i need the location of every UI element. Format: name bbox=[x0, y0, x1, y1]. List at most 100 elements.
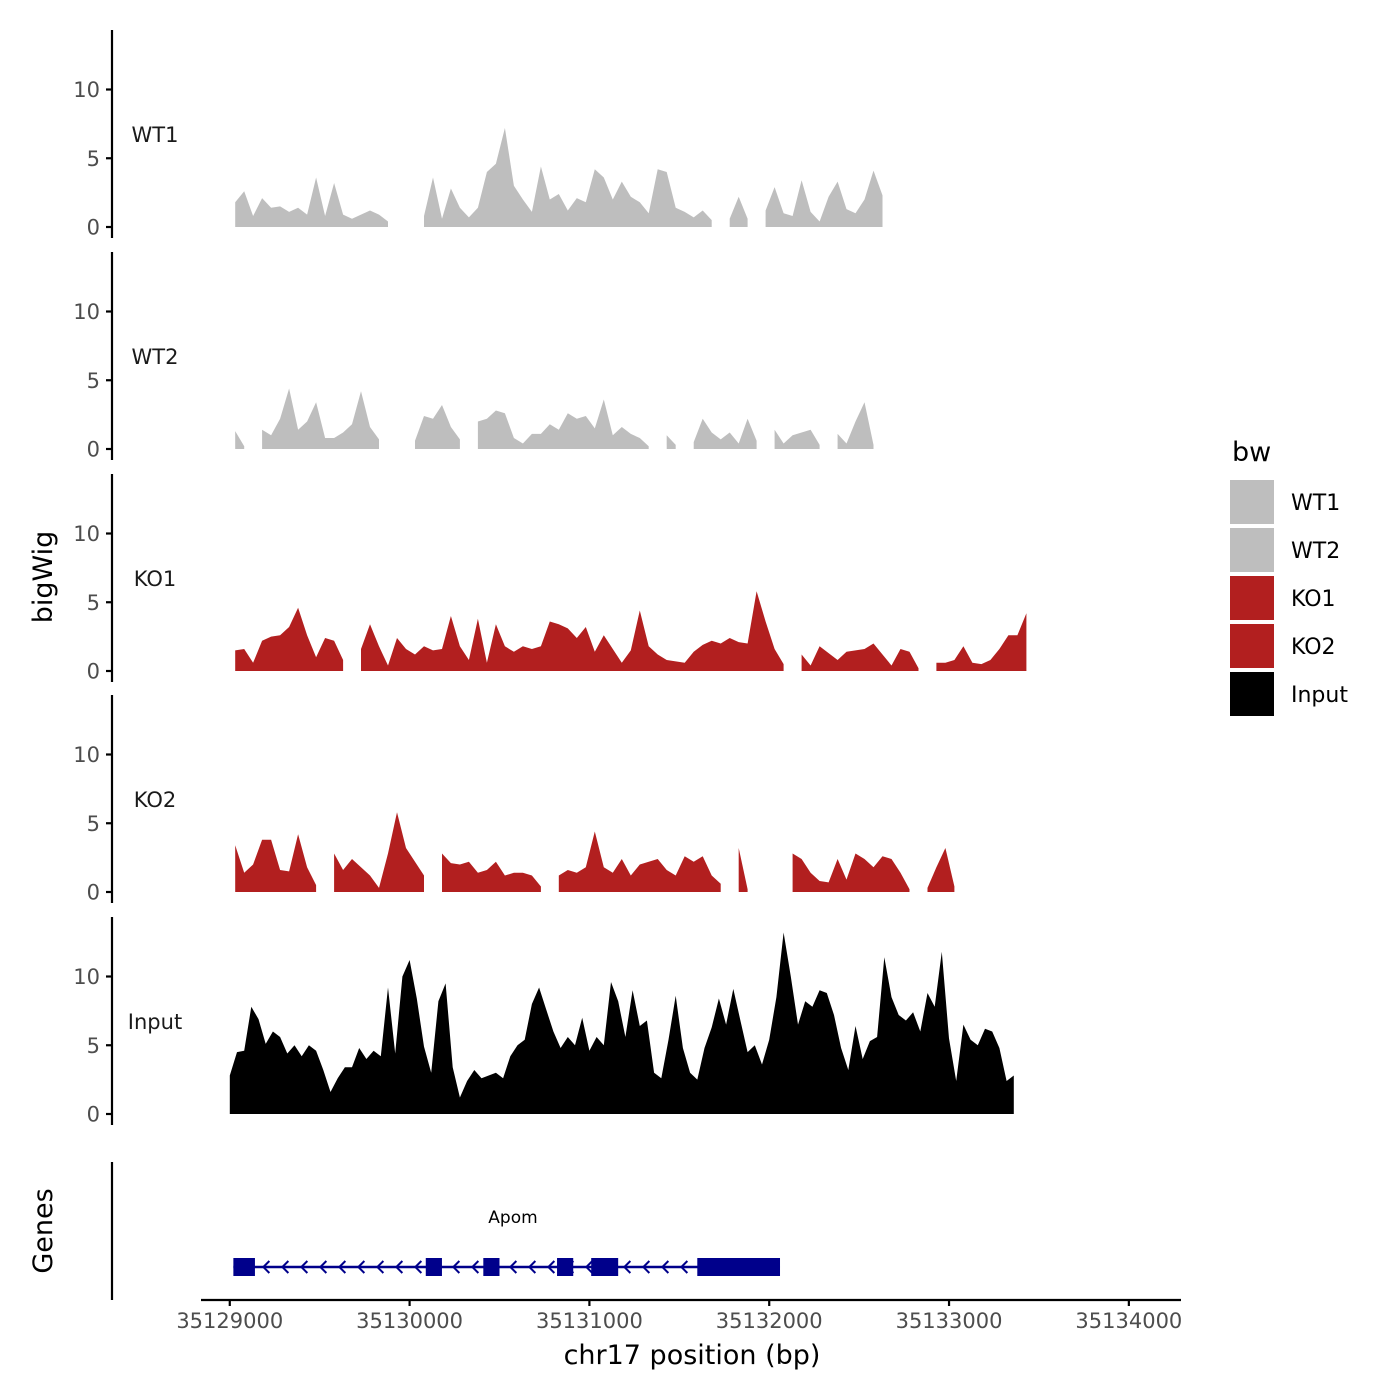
signal-area-wt1 bbox=[729, 196, 748, 227]
x-tick-label: 35134000 bbox=[1075, 1309, 1182, 1333]
signal-area-wt2 bbox=[235, 431, 245, 449]
strand-arrow bbox=[679, 1260, 689, 1274]
exon bbox=[591, 1258, 619, 1276]
legend-label-ko2: KO2 bbox=[1291, 635, 1336, 660]
y-tick-label: 0 bbox=[87, 660, 100, 684]
strand-arrow bbox=[394, 1260, 404, 1274]
y-tick-label: 10 bbox=[73, 78, 100, 102]
track-label: Input bbox=[128, 1010, 182, 1034]
legend-swatch-wt2 bbox=[1230, 528, 1274, 572]
y-tick-label: 0 bbox=[87, 881, 100, 905]
signal-area-ko1 bbox=[936, 613, 1027, 671]
exon bbox=[483, 1258, 500, 1276]
track-label: KO1 bbox=[134, 567, 177, 591]
strand-arrow bbox=[413, 1260, 423, 1274]
y-tick-label: 5 bbox=[87, 147, 100, 171]
track-label: WT2 bbox=[132, 345, 179, 369]
signal-area-ko1 bbox=[801, 643, 919, 671]
signal-area-wt2 bbox=[666, 435, 676, 449]
gene-name-label: Apom bbox=[488, 1208, 537, 1228]
track-wt2: 0 5 10 WT2 bbox=[73, 252, 874, 462]
y-axis-title: bigWig bbox=[28, 531, 59, 624]
y-tick-label: 0 bbox=[87, 438, 100, 462]
y-tick-label: 10 bbox=[73, 965, 100, 989]
track-ko1: 0 5 10 KO1 bbox=[73, 474, 1027, 684]
signal-area-ko2 bbox=[235, 834, 317, 892]
legend-swatch-ko2 bbox=[1230, 624, 1274, 668]
x-tick-label: 35133000 bbox=[896, 1309, 1003, 1333]
legend-label-wt2: WT2 bbox=[1291, 539, 1340, 564]
strand-arrow bbox=[280, 1260, 290, 1274]
strand-arrow bbox=[470, 1260, 480, 1274]
track-ko2: 0 5 10 KO2 bbox=[73, 695, 955, 905]
signal-area-wt1 bbox=[765, 170, 883, 227]
y-tick-label: 5 bbox=[87, 1034, 100, 1058]
signal-area-wt2 bbox=[693, 418, 757, 449]
x-tick-label: 35129000 bbox=[176, 1309, 283, 1333]
track-input: 0 5 10 Input bbox=[73, 917, 1014, 1127]
strand-arrow bbox=[261, 1260, 271, 1274]
strand-arrow bbox=[356, 1260, 366, 1274]
x-tick-label: 35132000 bbox=[716, 1309, 823, 1333]
signal-area-ko2 bbox=[334, 812, 424, 892]
track-wt1: 0 5 10 WT1 bbox=[73, 30, 883, 240]
signal-area-ko1 bbox=[235, 607, 344, 671]
y-tick-label: 10 bbox=[73, 522, 100, 546]
x-axis-title: chr17 position (bp) bbox=[564, 1340, 821, 1371]
track-label: KO2 bbox=[134, 788, 177, 812]
strand-arrow bbox=[641, 1260, 651, 1274]
signal-area-wt2 bbox=[477, 399, 649, 449]
gene-track: Apom bbox=[110, 1162, 781, 1300]
y-tick-label: 10 bbox=[73, 300, 100, 324]
legend-label-ko1: KO1 bbox=[1291, 587, 1336, 612]
legend: bw WT1 WT2 KO1 KO2 Input bbox=[1230, 437, 1348, 716]
legend-swatch-input bbox=[1230, 672, 1274, 716]
signal-area-wt2 bbox=[774, 429, 820, 449]
strand-arrow bbox=[546, 1260, 556, 1274]
strand-arrow bbox=[508, 1260, 518, 1274]
signal-area-wt2 bbox=[415, 405, 460, 449]
legend-label-input: Input bbox=[1291, 683, 1348, 708]
strand-arrow bbox=[451, 1260, 461, 1274]
x-axis: 35129000 35130000 35131000 35132000 35133000… bbox=[176, 1298, 1182, 1333]
y-tick-label: 5 bbox=[87, 591, 100, 615]
strand-arrow bbox=[375, 1260, 385, 1274]
genes-axis-title: Genes bbox=[28, 1188, 59, 1273]
signal-area-ko2 bbox=[738, 848, 748, 892]
strand-arrow bbox=[527, 1260, 537, 1274]
legend-label-wt1: WT1 bbox=[1291, 491, 1340, 516]
gene-apom: Apom bbox=[233, 1208, 781, 1276]
signal-area-ko2 bbox=[558, 831, 721, 892]
y-tick-label: 0 bbox=[87, 216, 100, 240]
exon bbox=[425, 1258, 442, 1276]
signal-area-input bbox=[229, 932, 1014, 1114]
strand-arrow bbox=[622, 1260, 632, 1274]
signal-area-wt1 bbox=[424, 128, 712, 227]
signal-area-ko2 bbox=[442, 853, 541, 892]
legend-title: bw bbox=[1232, 437, 1271, 468]
signal-area-ko2 bbox=[792, 853, 910, 892]
legend-swatch-ko1 bbox=[1230, 576, 1274, 620]
y-tick-label: 10 bbox=[73, 743, 100, 767]
x-tick-label: 35131000 bbox=[536, 1309, 643, 1333]
track-label: WT1 bbox=[132, 123, 179, 147]
strand-arrow bbox=[299, 1260, 309, 1274]
exon bbox=[557, 1258, 574, 1276]
signal-area-wt2 bbox=[837, 402, 874, 449]
x-tick-label: 35130000 bbox=[356, 1309, 463, 1333]
signal-area-wt1 bbox=[235, 177, 388, 227]
exon bbox=[233, 1258, 255, 1276]
signal-area-ko1 bbox=[361, 591, 784, 671]
y-tick-label: 5 bbox=[87, 369, 100, 393]
strand-arrow bbox=[337, 1260, 347, 1274]
y-tick-label: 5 bbox=[87, 812, 100, 836]
strand-arrow bbox=[318, 1260, 328, 1274]
legend-swatch-wt1 bbox=[1230, 480, 1274, 524]
y-tick-label: 0 bbox=[87, 1103, 100, 1127]
strand-arrow bbox=[584, 1260, 594, 1274]
signal-area-wt2 bbox=[262, 388, 379, 449]
exon bbox=[697, 1258, 781, 1276]
signal-area-ko2 bbox=[927, 848, 955, 892]
strand-arrow bbox=[660, 1260, 670, 1274]
